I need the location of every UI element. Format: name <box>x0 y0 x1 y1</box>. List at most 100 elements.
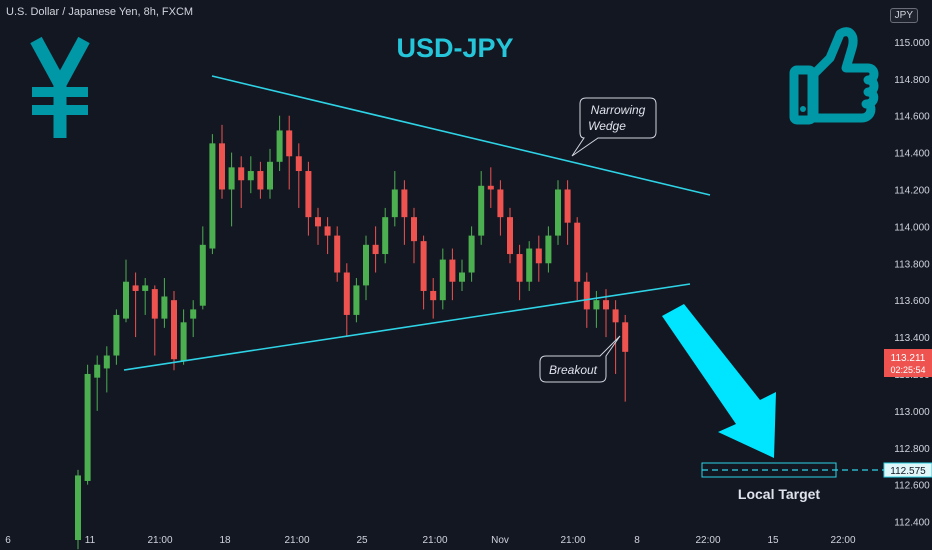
time-tick-label: 22:00 <box>830 535 855 546</box>
candle-body <box>439 259 446 301</box>
candle-body <box>267 161 273 190</box>
candle-body <box>142 285 149 291</box>
lower-trendline <box>123 283 691 371</box>
time-tick-label: 21:00 <box>284 535 309 546</box>
candle-body <box>545 235 552 264</box>
time-tick-label: 21:00 <box>147 535 172 546</box>
candle-body <box>180 322 187 362</box>
candle-body <box>497 189 504 218</box>
price-tick-label: 113.600 <box>894 296 930 307</box>
candle-body <box>190 309 197 319</box>
price-tick-label: 114.000 <box>894 222 930 233</box>
price-axis[interactable]: 112.400112.600112.800113.000113.200113.4… <box>894 38 930 529</box>
candle-body <box>295 156 302 172</box>
symbol-description: U.S. Dollar / Japanese Yen, 8h, FXCM <box>6 6 194 18</box>
candle-body <box>449 259 456 282</box>
time-tick-label: 21:00 <box>422 535 447 546</box>
candle-body <box>555 189 561 236</box>
price-tick-label: 112.400 <box>894 518 930 529</box>
candle-body <box>564 189 571 223</box>
price-tick-label: 112.600 <box>894 481 930 492</box>
candle-body <box>247 171 254 181</box>
candle-body <box>286 130 293 157</box>
candle-body <box>123 281 129 319</box>
candle-body <box>353 285 360 315</box>
current-price-value: 113.211 <box>891 353 926 364</box>
candle-body <box>276 130 283 162</box>
target-price-tag: 112.575 <box>883 462 932 478</box>
candle-body <box>583 281 590 310</box>
price-tick-label: 114.400 <box>894 149 930 160</box>
price-tick-label: 113.800 <box>894 259 930 270</box>
price-tick-label: 112.800 <box>894 444 930 455</box>
price-tick-label: 114.800 <box>894 75 930 86</box>
candle-body <box>468 235 475 273</box>
candle-body <box>334 235 341 273</box>
candle-body <box>507 217 513 255</box>
candle-body <box>257 171 264 190</box>
candle-body <box>238 167 245 181</box>
candle-body <box>113 314 120 356</box>
time-tick-label: 18 <box>219 535 231 546</box>
candle-body <box>535 248 542 264</box>
candle-body <box>161 296 168 319</box>
candle-body <box>171 300 177 360</box>
candle-body <box>487 185 494 190</box>
target-price-value: 112.575 <box>890 466 926 477</box>
price-tick-label: 114.600 <box>894 112 930 123</box>
time-tick-label: 6 <box>5 535 11 546</box>
candle-body <box>574 222 581 282</box>
candle-body <box>343 272 350 315</box>
candle-body <box>526 248 533 282</box>
wedge-callout-line2: Wedge <box>588 119 626 133</box>
price-tick-label: 113.400 <box>894 333 930 344</box>
candle-body <box>478 185 485 236</box>
price-tick-label: 113.000 <box>894 407 930 418</box>
candle-body <box>401 189 408 218</box>
candle-body <box>103 355 110 369</box>
candle-body <box>411 217 417 242</box>
wedge-callout: Narrowing Wedge <box>571 97 657 157</box>
time-tick-label: 21:00 <box>560 535 585 546</box>
time-axis[interactable]: 6 11 21:00 18 21:00 25 21:00 Nov 21:00 8 22:00 15 22… <box>5 535 856 546</box>
countdown-value: 02:25:54 <box>890 365 925 375</box>
currency-badge[interactable]: JPY <box>889 8 918 23</box>
price-tick-label: 115.000 <box>894 38 930 49</box>
candle-body <box>612 309 619 323</box>
upper-trendline <box>211 75 711 196</box>
breakout-label: Breakout <box>549 363 598 377</box>
candle-body <box>430 290 437 301</box>
candle-body <box>363 244 369 286</box>
candle-body <box>199 244 206 306</box>
target-label: Local Target <box>738 486 821 502</box>
downtrend-arrow-icon <box>662 304 776 458</box>
time-tick-label: 22:00 <box>695 535 720 546</box>
candle-body <box>209 143 216 249</box>
time-tick-label: 11 <box>85 535 96 546</box>
candle-body <box>324 226 331 236</box>
candle-body <box>372 244 379 255</box>
candle-body <box>603 300 609 310</box>
candle-body <box>84 373 91 481</box>
candle-body <box>228 167 235 190</box>
candles <box>75 115 629 550</box>
thumbs-up-dot <box>800 106 806 112</box>
time-tick-label: 8 <box>634 535 640 546</box>
candle-body <box>459 272 465 282</box>
time-tick-label: 15 <box>767 535 779 546</box>
candle-body <box>391 189 398 218</box>
candle-body <box>516 254 523 282</box>
current-price-tag: 113.211 02:25:54 <box>884 349 932 377</box>
chart-title: USD-JPY <box>396 33 513 63</box>
time-tick-label: Nov <box>491 535 509 546</box>
candle-body <box>75 475 81 540</box>
candle-body <box>219 143 225 190</box>
candle-body <box>305 171 312 218</box>
time-tick-label: 25 <box>356 535 368 546</box>
candle-body <box>94 364 101 378</box>
candle-body <box>593 300 600 310</box>
thumbs-up-icon <box>789 27 879 125</box>
candle-body <box>382 217 389 255</box>
